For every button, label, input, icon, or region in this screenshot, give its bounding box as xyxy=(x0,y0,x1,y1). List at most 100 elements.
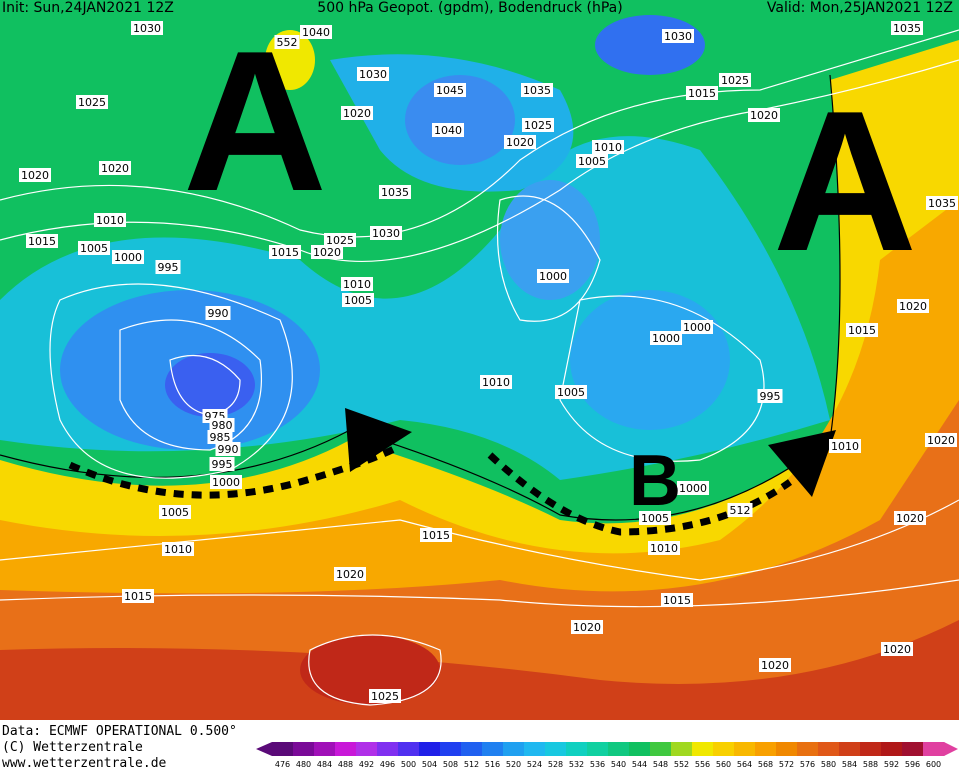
isobar-label: 1015 xyxy=(420,528,452,542)
legend-label: 576 xyxy=(800,760,815,769)
isobar-box xyxy=(759,658,791,672)
isobar-label: 1020 xyxy=(99,161,131,175)
isobar-value: 1020 xyxy=(750,109,778,122)
isobar-value: 1020 xyxy=(896,512,924,525)
isobar-value: 1020 xyxy=(343,107,371,120)
isobar-box xyxy=(94,213,126,227)
isobar-value: 990 xyxy=(218,443,239,456)
isobar-label: 1015 xyxy=(661,593,693,607)
isobar-value: 1020 xyxy=(313,246,341,259)
isobar-label: 1020 xyxy=(311,245,343,259)
legend-swatch xyxy=(335,742,357,756)
legend-label: 552 xyxy=(674,760,689,769)
isobar-label: 1010 xyxy=(480,375,512,389)
isobar-label: 1035 xyxy=(891,21,923,35)
legend-label: 536 xyxy=(590,760,605,769)
legend-label: 596 xyxy=(905,760,920,769)
isobar-label: 1020 xyxy=(894,511,926,525)
isobar-box xyxy=(891,21,923,35)
isobar-label: 1005 xyxy=(576,154,608,168)
isobar-label: 1000 xyxy=(677,481,709,495)
legend-swatch xyxy=(671,742,693,756)
isobar-box xyxy=(592,140,624,154)
isobar-label: 1035 xyxy=(926,196,958,210)
isobar-box xyxy=(504,135,536,149)
isobar-label: 1025 xyxy=(522,118,554,132)
legend-arrow-left xyxy=(256,742,272,756)
isobar-value: 1015 xyxy=(848,324,876,337)
isobar-value: 1000 xyxy=(114,251,142,264)
isobar-box xyxy=(576,154,608,168)
isobar-box xyxy=(555,385,587,399)
isobar-value: 1020 xyxy=(21,169,49,182)
warm-core xyxy=(300,635,440,705)
legend-swatch xyxy=(923,742,945,756)
legend-label: 580 xyxy=(821,760,836,769)
legend-swatch xyxy=(398,742,420,756)
isobar-box xyxy=(434,83,466,97)
legend-swatch xyxy=(314,742,336,756)
low-core xyxy=(165,353,255,417)
legend-label: 532 xyxy=(569,760,584,769)
legend-swatch xyxy=(419,742,441,756)
isobar-label: 1020 xyxy=(925,433,957,447)
legend-label: 564 xyxy=(737,760,752,769)
isobar-label: 1020 xyxy=(759,658,791,672)
isobar-box xyxy=(341,106,373,120)
isobar-value: 1030 xyxy=(359,68,387,81)
isobar-value: 1035 xyxy=(381,186,409,199)
isobar-label: 985 xyxy=(207,430,233,444)
isobar-value: 1035 xyxy=(893,22,921,35)
isobar-value: 1020 xyxy=(927,434,955,447)
legend-swatch xyxy=(566,742,588,756)
isobar-label: 1025 xyxy=(719,73,751,87)
legend-label: 488 xyxy=(338,760,353,769)
isobar-label: 1015 xyxy=(122,589,154,603)
isobar-label: 995 xyxy=(155,260,181,274)
isobar-label: 1020 xyxy=(881,642,913,656)
legend-label: 540 xyxy=(611,760,626,769)
legend-swatch xyxy=(650,742,672,756)
isobar-box xyxy=(131,21,163,35)
isobar-value: 995 xyxy=(212,458,233,471)
isobar-value: 1010 xyxy=(831,440,859,453)
isobar-box xyxy=(78,241,110,255)
isobar-value: 1000 xyxy=(683,321,711,334)
isobar-label: 1015 xyxy=(686,86,718,100)
isobar-value: 1020 xyxy=(336,568,364,581)
isobar-box xyxy=(215,442,241,456)
isobar-value: 1030 xyxy=(133,22,161,35)
legend-label: 568 xyxy=(758,760,773,769)
legend-swatch xyxy=(713,742,735,756)
legend-swatch xyxy=(608,742,630,756)
isobar-label: 1010 xyxy=(829,439,861,453)
isobar-box xyxy=(661,593,693,607)
low-core xyxy=(570,290,730,430)
fronts xyxy=(68,442,793,536)
isobar-box xyxy=(677,481,709,495)
isobar-box xyxy=(686,86,718,100)
isobar-value: 1025 xyxy=(326,234,354,247)
legend-label: 508 xyxy=(443,760,458,769)
isobar-label: 1005 xyxy=(78,241,110,255)
pressure-center: A xyxy=(183,10,327,233)
legend-label: 556 xyxy=(695,760,710,769)
isobar-label: 1020 xyxy=(334,567,366,581)
isobar-label: 1010 xyxy=(162,542,194,556)
pressure-center: A xyxy=(773,70,917,293)
legend-swatch xyxy=(797,742,819,756)
isobar-value: 1005 xyxy=(578,155,606,168)
legend-swatch xyxy=(629,742,651,756)
isobar-box xyxy=(207,430,233,444)
isobar-label: 1015 xyxy=(846,323,878,337)
legend-swatch xyxy=(839,742,861,756)
isobar-label: 1045 xyxy=(434,83,466,97)
isobar-value: 1010 xyxy=(650,542,678,555)
isobar-value: 1025 xyxy=(524,119,552,132)
isobar-box xyxy=(159,505,191,519)
pressure-center: B xyxy=(629,441,681,521)
isobars xyxy=(0,29,959,706)
isobar-value: 1010 xyxy=(343,278,371,291)
isobar-value: 1030 xyxy=(664,30,692,43)
